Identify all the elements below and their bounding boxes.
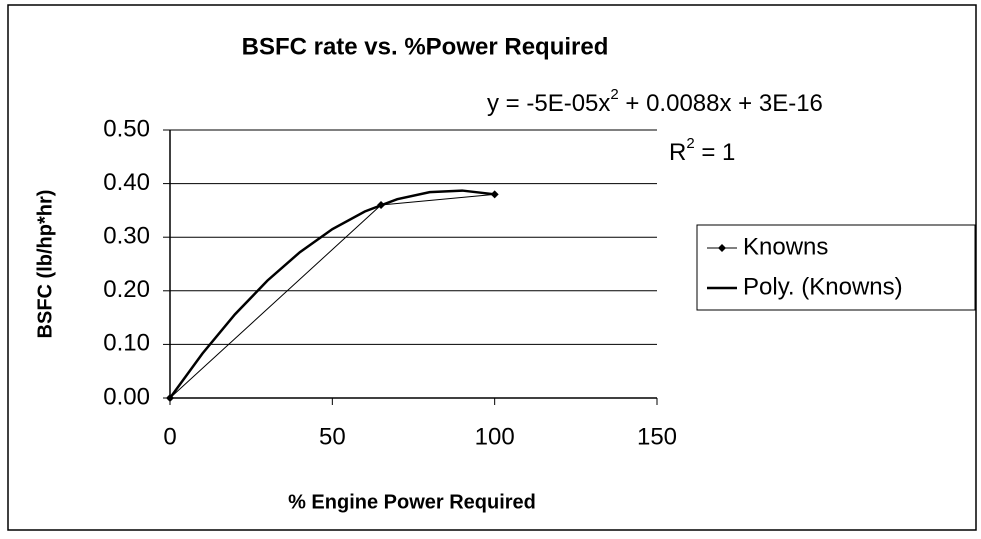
r-part: = 1 <box>695 139 736 166</box>
x-tick-label: 100 <box>475 423 515 450</box>
y-tick-label: 0.30 <box>103 223 150 250</box>
legend-label: Poly. (Knowns) <box>743 273 903 300</box>
y-tick-label: 0.10 <box>103 330 150 357</box>
legend-marker <box>718 244 726 252</box>
x-tick-label: 150 <box>637 423 677 450</box>
r-part: R <box>669 139 686 166</box>
chart-title: BSFC rate vs. %Power Required <box>242 33 609 60</box>
x-tick-label: 50 <box>319 423 346 450</box>
eq-sup: 2 <box>610 86 618 103</box>
trend-equation: y = -5E-05x2 + 0.0088x + 3E-16 <box>487 86 823 117</box>
legend-label: Knowns <box>743 233 828 260</box>
x-tick-label: 0 <box>163 423 176 450</box>
x-axis-label: % Engine Power Required <box>288 491 536 513</box>
eq-part: + 0.0088x + 3E-16 <box>619 90 823 117</box>
legend-box <box>696 224 976 311</box>
y-tick-label: 0.20 <box>103 276 150 303</box>
y-tick-label: 0.50 <box>103 115 150 142</box>
eq-part: y = -5E-05x <box>487 90 610 117</box>
y-tick-label: 0.40 <box>103 169 150 196</box>
series-line <box>168 189 495 399</box>
y-axis-label: BSFC (lb/hp*hr) <box>34 190 56 339</box>
r-sup: 2 <box>686 135 694 152</box>
r-squared: R2 = 1 <box>669 135 735 166</box>
y-tick-label: 0.00 <box>103 383 150 410</box>
